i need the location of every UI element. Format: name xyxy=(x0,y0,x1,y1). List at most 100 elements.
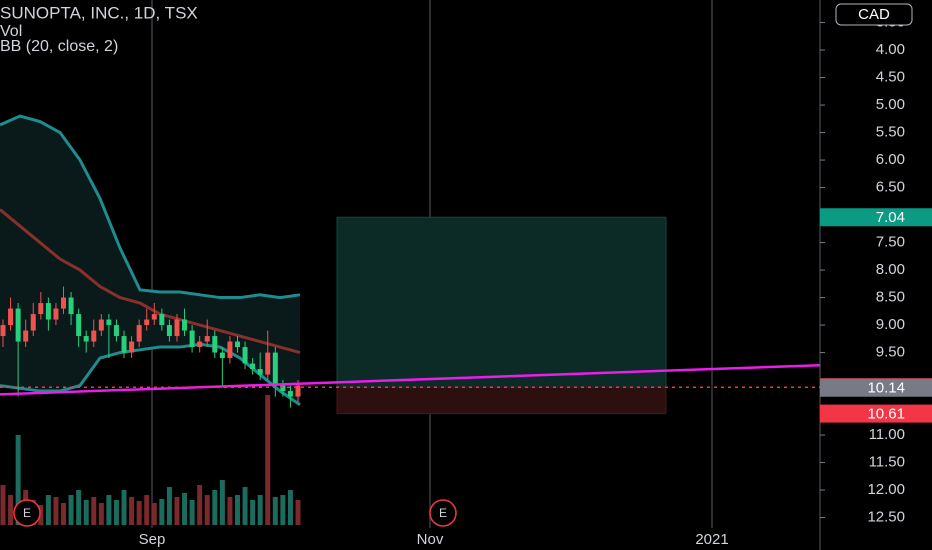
volume-bar xyxy=(38,505,44,525)
earnings-marker xyxy=(13,499,41,527)
candle-body xyxy=(212,336,218,353)
candle-body xyxy=(61,297,67,309)
volume-bar xyxy=(98,503,104,525)
candle-body xyxy=(219,352,225,359)
price-tag xyxy=(820,404,932,423)
candle-body xyxy=(182,319,188,331)
candle-body xyxy=(23,330,29,342)
candle-body xyxy=(76,314,82,337)
volume-legend: Vol xyxy=(0,23,22,40)
candle-body xyxy=(151,314,157,320)
time-label: 2021 xyxy=(695,531,728,548)
price-tag xyxy=(820,208,932,227)
candle-body xyxy=(234,341,240,348)
volume-bar xyxy=(159,499,165,525)
price-tag-label: 7.04 xyxy=(876,209,905,226)
price-label: 12.50 xyxy=(867,509,905,526)
candle-body xyxy=(174,319,180,337)
bb-upper xyxy=(0,114,301,300)
candle-body xyxy=(8,308,14,326)
candle-body xyxy=(166,325,172,337)
candle-body xyxy=(106,319,112,326)
candle-body xyxy=(265,352,271,375)
price-label: 6.50 xyxy=(876,179,905,196)
candle-body xyxy=(38,303,44,315)
candle-body xyxy=(68,297,74,315)
candle-body xyxy=(30,314,36,331)
earnings-label: E xyxy=(439,506,447,520)
volume-bar xyxy=(265,395,271,525)
stop-zone xyxy=(336,386,667,415)
candle-body xyxy=(272,352,278,386)
volume-bar xyxy=(83,500,89,525)
price-label: 4.50 xyxy=(876,69,905,86)
candle-body xyxy=(98,319,104,331)
earnings-label: E xyxy=(23,506,31,520)
volume-bar xyxy=(257,495,263,525)
price-label: 8.00 xyxy=(876,261,905,278)
candle-body xyxy=(197,341,203,348)
price-tag xyxy=(820,378,932,397)
volume-bar xyxy=(212,490,218,525)
volume-bar xyxy=(197,485,203,525)
volume-bar xyxy=(234,495,240,525)
volume-bar xyxy=(250,500,256,525)
time-label: Nov xyxy=(417,531,444,548)
volume-bar xyxy=(113,500,119,525)
price-tag-label: 10.14 xyxy=(867,380,905,397)
volume-bar xyxy=(204,495,210,525)
volume-bar xyxy=(219,480,225,525)
volume-bar xyxy=(45,495,51,525)
volume-bar xyxy=(8,495,14,525)
volume-bar xyxy=(189,500,195,525)
price-label: 5.00 xyxy=(876,96,905,113)
price-tag-label: 10.61 xyxy=(867,406,905,423)
volume-bar xyxy=(280,495,286,525)
price-label: 11.00 xyxy=(869,426,905,443)
bb-legend: BB (20, close, 2) xyxy=(0,38,118,55)
price-label: 9.50 xyxy=(876,344,905,361)
bb-lower xyxy=(0,342,301,407)
volume-bar xyxy=(53,497,59,525)
price-label: 7.50 xyxy=(876,234,905,251)
bb-middle xyxy=(0,208,301,354)
candle-body xyxy=(257,369,263,375)
candle-body xyxy=(83,336,89,342)
price-label: 4.00 xyxy=(876,41,905,58)
price-label: 12.00 xyxy=(867,481,905,498)
candle-body xyxy=(159,314,165,326)
time-label: Sep xyxy=(139,531,166,548)
currency-button[interactable] xyxy=(835,3,913,26)
volume-bar xyxy=(227,497,233,525)
candle-body xyxy=(204,336,210,342)
currency-label[interactable]: CAD xyxy=(858,6,890,23)
candle-body xyxy=(45,303,51,320)
symbol-title: SUNOPTA, INC., 1D, TSX xyxy=(0,3,198,22)
trend-line xyxy=(0,363,821,396)
candle-body xyxy=(295,385,301,397)
volume-bar xyxy=(295,500,301,525)
volume-bar xyxy=(136,501,142,525)
volume-bar xyxy=(174,497,180,525)
volume-bar xyxy=(106,495,112,525)
candle-body xyxy=(250,363,256,370)
price-label: 8.50 xyxy=(876,289,905,306)
volume-bar xyxy=(61,503,67,525)
volume-bar xyxy=(121,490,127,525)
candle-body xyxy=(136,325,142,342)
candle-body xyxy=(121,336,127,353)
candle-body xyxy=(0,325,6,337)
candle-body xyxy=(189,330,195,348)
volume-bar xyxy=(0,485,6,525)
earnings-marker xyxy=(429,499,457,527)
price-label: 11.50 xyxy=(869,454,905,471)
candle-body xyxy=(227,341,233,359)
volume-bar xyxy=(91,497,97,525)
price-label: 5.50 xyxy=(876,124,905,141)
volume-bar xyxy=(68,495,74,525)
volume-bar xyxy=(287,490,293,525)
candle-body xyxy=(113,325,119,337)
candle-body xyxy=(242,347,248,364)
candle-body xyxy=(15,308,21,342)
